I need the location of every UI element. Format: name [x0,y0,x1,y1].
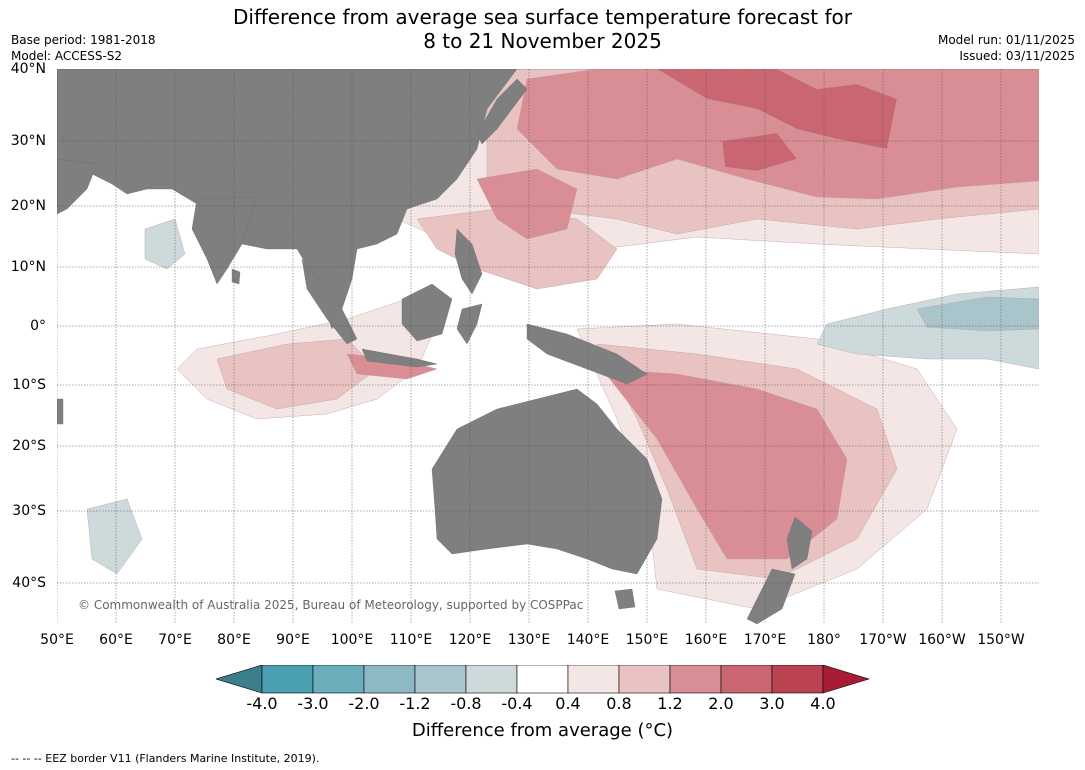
lat-label: 20°S [12,438,46,454]
colorbar-tick: -2.0 [348,694,380,713]
colorbar-tick: -1.2 [399,694,431,713]
lon-label: 150°E [625,632,669,648]
colorbar-tick: 0.8 [606,694,632,713]
land-madagascar [57,398,64,425]
lon-label: 120°E [448,632,492,648]
model-run: Model run: 01/11/2025 [937,33,1075,47]
colorbar-low-extension [216,665,263,694]
eez-legend-note: -- -- -- EEZ border V11 (Flanders Marine… [11,752,320,765]
colorbar-cell [261,665,314,694]
lat-label: 40°N [10,61,46,77]
title-line-2: 8 to 21 November 2025 [423,29,662,53]
lon-label: 60°E [99,632,133,648]
base-period: Base period: 1981-2018 [11,33,156,47]
colorbar-tick: 0.4 [555,694,581,713]
land-tasmania [614,588,636,610]
lon-label: 150°W [977,632,1025,648]
colorbar-cell [465,665,518,694]
colorbar-cell [312,665,365,694]
issued-date: Issued: 03/11/2025 [959,49,1075,63]
land-sumatra [301,258,358,345]
colorbar-cell [771,665,824,694]
colorbar-tick: -0.8 [450,694,482,713]
lon-label: 80°E [217,632,251,648]
colorbar [216,665,870,694]
lat-label: 10°N [10,259,46,275]
lon-label: 160°W [918,632,966,648]
land-philippines [454,228,483,295]
lat-label: 0° [30,318,46,334]
lat-label: 30°N [10,133,46,149]
copyright-notice: © Commonwealth of Australia 2025, Bureau… [78,598,584,612]
lon-label: 110°E [389,632,433,648]
land-java [361,348,438,368]
lon-label: 180° [807,632,841,648]
colorbar-cell [414,665,467,694]
colorbar-tick: 3.0 [759,694,785,713]
anomaly-west-pacific-strong [476,168,578,240]
colorbar-tick: 2.0 [708,694,734,713]
land-sulawesi [456,303,483,345]
colorbar-cells [261,665,824,694]
colorbar-cell [363,665,416,694]
lat-label: 30°S [12,503,46,519]
lon-label: 100°E [330,632,374,648]
colorbar-cell [669,665,722,694]
lon-label: 130°E [507,632,551,648]
colorbar-cell [720,665,773,694]
map-title: Difference from average sea surface temp… [0,5,1085,53]
colorbar-label: Difference from average (°C) [411,720,674,741]
anomaly-shading [86,69,1039,610]
colorbar-tick: -4.0 [246,694,278,713]
model-name: Model: ACCESS-S2 [11,49,123,63]
lon-label: 170°E [743,632,787,648]
lat-label: 20°N [10,198,46,214]
colorbar-cell [516,665,569,694]
land-borneo [401,283,453,342]
land-new-zealand-north [786,516,813,570]
colorbar-tick: -0.4 [501,694,533,713]
land-japan [476,78,528,145]
lon-label: 170°W [859,632,907,648]
title-line-1: Difference from average sea surface temp… [232,5,852,29]
land-new-guinea [526,323,648,385]
anomaly-coral-sea-strong [601,368,848,560]
anomaly-indian-ocean-moderate [216,338,378,410]
land [57,69,813,624]
lat-label: 40°S [12,575,46,591]
lon-label: 90°E [276,632,310,648]
lon-label: 140°E [566,632,610,648]
land-india [191,196,258,285]
colorbar-high-extension [822,665,870,694]
anomaly-south-indian-cool [86,498,143,575]
anomaly-north-pacific-core [656,69,898,150]
colorbar-tick: 1.2 [657,694,683,713]
meta-right: Model run: 01/11/2025 Issued: 03/11/2025 [938,32,1075,64]
graticule [57,69,1039,624]
land-arabia [57,158,98,215]
colorbar-tick: 4.0 [810,694,836,713]
lat-label: 10°S [12,377,46,393]
colorbar-cell [618,665,671,694]
colorbar-tick: -3.0 [297,694,329,713]
land-asia [57,69,518,330]
colorbar-cell [567,665,620,694]
anomaly-north-pacific-core-2 [721,132,798,172]
lon-label: 50°E [40,632,74,648]
meta-left: Base period: 1981-2018 Model: ACCESS-S2 [11,32,156,64]
anomaly-equatorial-cool-2 [916,296,1039,332]
lon-label: 160°E [684,632,728,648]
lon-label: 70°E [158,632,192,648]
sst-anomaly-map [57,69,1039,624]
